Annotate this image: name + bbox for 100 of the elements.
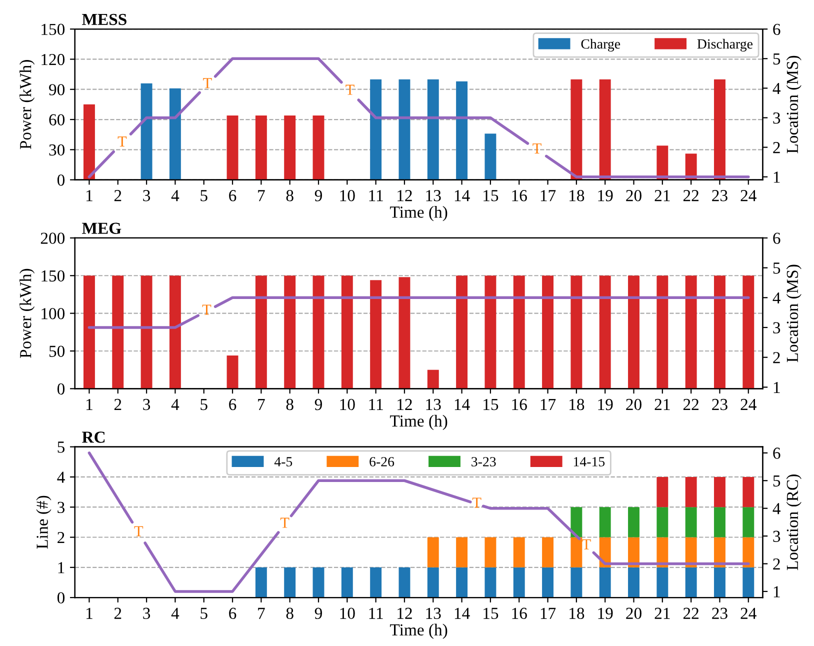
bar [484, 276, 496, 389]
bar [570, 507, 582, 538]
x-tick-label: 4 [171, 398, 180, 410]
annotation: T [280, 518, 290, 528]
bar [742, 476, 754, 508]
bar [456, 81, 468, 180]
x-tick-label: 15 [484, 190, 498, 202]
bar [140, 276, 152, 389]
legend-label: Discharge [697, 38, 753, 52]
x-tick-label: 13 [426, 398, 441, 410]
y-tick-label: 120 [42, 54, 65, 66]
x-tick-label: 15 [484, 398, 498, 410]
x-tick-label: 12 [398, 190, 412, 202]
x-tick-label: 2 [114, 398, 122, 410]
y2-axis-title: Location (MS) [786, 56, 802, 154]
bar [427, 537, 439, 568]
y2-tick-label: 1 [774, 172, 780, 183]
bar [456, 276, 468, 389]
y-tick-label: 200 [40, 232, 65, 244]
x-tick-label: 21 [654, 608, 670, 619]
bar [284, 567, 296, 598]
legend-label: 3-23 [472, 457, 496, 466]
x-axis-title: Time (h) [390, 624, 448, 639]
bar [370, 79, 382, 180]
bar [685, 276, 697, 389]
bar [341, 276, 353, 389]
x-tick-label: 17 [540, 608, 556, 619]
y2-tick-label: 3 [773, 530, 780, 542]
x-tick-label: 14 [454, 190, 470, 202]
y-tick-label: 5 [58, 442, 65, 453]
x-tick-label: 8 [286, 608, 294, 619]
bar [484, 134, 496, 180]
bar [656, 276, 668, 389]
x-tick-label: 19 [598, 398, 613, 410]
x-tick-label: 12 [398, 398, 412, 410]
x-axis-title: Time (h) [390, 414, 448, 430]
bar [140, 83, 152, 180]
x-tick-label: 13 [426, 190, 441, 202]
bar [628, 567, 640, 598]
y-tick-label: 4 [57, 472, 65, 483]
x-tick-label: 2 [114, 190, 122, 202]
y2-tick-label: 4 [772, 292, 781, 304]
bar [542, 537, 554, 568]
bar [599, 276, 611, 389]
bar [570, 276, 582, 389]
bar [599, 79, 611, 180]
y-tick-label: 1 [58, 562, 64, 574]
annotation: T [134, 526, 144, 536]
x-tick-label: 16 [512, 398, 527, 410]
y-tick-label: 0 [57, 592, 65, 604]
x-tick-label: 23 [712, 608, 728, 619]
y2-tick-label: 5 [773, 262, 780, 274]
y-axis-title: Power (kWh) [19, 268, 35, 358]
bar [714, 537, 726, 568]
x-tick-label: 14 [454, 398, 470, 410]
bar [398, 567, 410, 598]
bar [714, 79, 726, 180]
y2-tick-label: 6 [773, 232, 780, 244]
bar [112, 276, 124, 389]
x-tick-label: 1 [86, 190, 92, 202]
legend-label: 4-5 [274, 457, 292, 466]
x-tick-label: 19 [598, 608, 613, 619]
y2-tick-label: 4 [772, 82, 781, 94]
x-tick-label: 6 [229, 398, 236, 410]
bar [742, 537, 754, 568]
bar [398, 277, 410, 389]
legend-label: Charge [581, 38, 620, 52]
x-tick-label: 6 [229, 190, 236, 202]
bar [742, 507, 754, 538]
y2-tick-label: 2 [773, 558, 780, 570]
x-tick-label: 16 [512, 190, 527, 202]
y2-tick-label: 3 [773, 112, 780, 124]
x-tick-label: 13 [426, 608, 441, 619]
bar [714, 276, 726, 389]
bar [599, 507, 611, 538]
x-tick-label: 1 [86, 398, 92, 410]
annotation: T [472, 498, 482, 508]
x-tick-label: 20 [626, 398, 642, 410]
x-tick-label: 8 [286, 398, 294, 410]
bar [656, 476, 668, 508]
bar [685, 537, 697, 568]
x-tick-label: 9 [314, 398, 322, 410]
x-tick-label: 16 [512, 608, 527, 619]
x-tick-label: 22 [683, 608, 698, 619]
x-tick-label: 5 [200, 608, 208, 619]
y2-tick-label: 3 [773, 322, 780, 334]
x-tick-label: 10 [340, 608, 355, 619]
bar [398, 79, 410, 180]
bar [714, 567, 726, 598]
chart-title: MESS [82, 14, 126, 26]
bar [427, 567, 439, 598]
chart-title: MEG [82, 222, 122, 234]
x-tick-label: 11 [369, 190, 383, 202]
bar [685, 476, 697, 508]
x-tick-label: 18 [570, 398, 584, 410]
bar [83, 104, 95, 180]
x-tick-label: 10 [340, 190, 355, 202]
bar [513, 567, 525, 598]
x-tick-label: 18 [570, 608, 584, 619]
bar [370, 567, 382, 598]
